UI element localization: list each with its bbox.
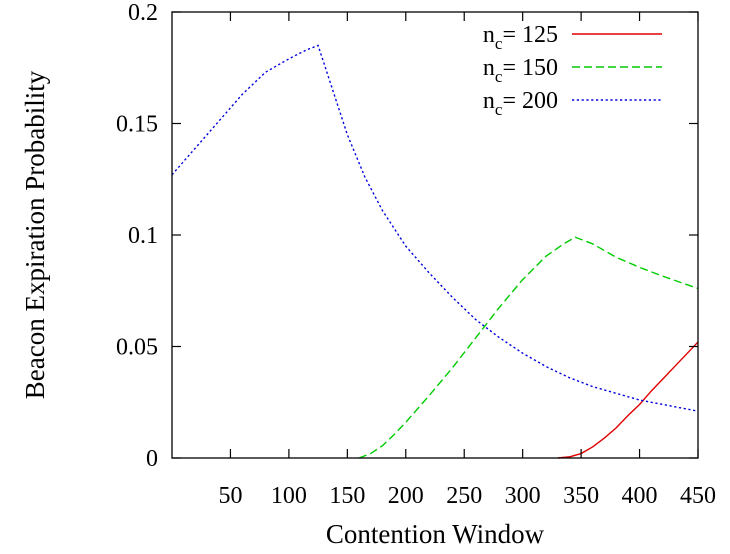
legend-label-subscript: c <box>495 100 503 119</box>
y-tick-label: 0.2 <box>128 0 158 26</box>
legend-label-base: n <box>483 88 495 114</box>
y-tick-label: 0.15 <box>116 112 158 138</box>
legend-label-3: nc= 200 <box>483 88 558 119</box>
legend-label-rest: = 150 <box>502 55 558 81</box>
x-tick-label: 250 <box>446 483 482 509</box>
legend-label-subscript: c <box>495 67 503 86</box>
x-tick-label: 450 <box>680 483 716 509</box>
legend-label-subscript: c <box>495 34 503 53</box>
x-tick-label: 200 <box>388 483 424 509</box>
x-tick-label: 400 <box>622 483 658 509</box>
series-line-2 <box>358 236 699 459</box>
y-tick-label: 0.05 <box>116 335 158 361</box>
ticks: 50 100 150 200 250 300 350 400 450 0 0.05 0.1 0.15 0.… <box>116 0 716 509</box>
x-tick-label: 50 <box>218 483 242 509</box>
legend-label-rest: = 200 <box>502 88 558 114</box>
x-tick-label: 300 <box>505 483 541 509</box>
legend-label-rest: = 125 <box>502 22 558 48</box>
y-axis-label: Beacon Expiration Probability <box>20 70 50 399</box>
legend-label-base: n <box>483 55 495 81</box>
x-tick-label: 150 <box>329 483 365 509</box>
legend-label-1: nc= 125 <box>483 22 558 53</box>
x-tick-label: 100 <box>271 483 307 509</box>
legend-label-base: n <box>483 22 495 48</box>
x-tick-label: 350 <box>563 483 599 509</box>
x-axis-label: Contention Window <box>326 519 545 549</box>
y-tick-label: 0 <box>146 446 158 472</box>
legend-label-2: nc= 150 <box>483 55 558 86</box>
y-tick-label: 0.1 <box>128 223 158 249</box>
